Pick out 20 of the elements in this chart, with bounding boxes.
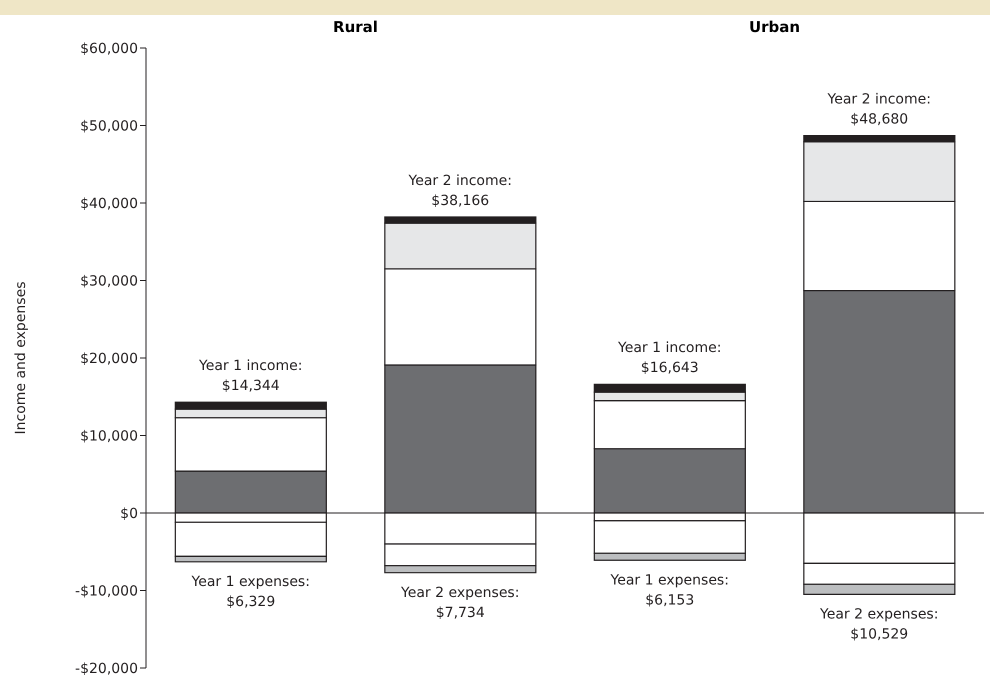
- y-tick-label: $50,000: [80, 118, 138, 134]
- annotation: Year 1 expenses: $6,153: [610, 572, 729, 609]
- annotation: Year 1 income: $16,643: [617, 340, 722, 376]
- y-tick-label: $10,000: [80, 428, 138, 444]
- annotation: Year 1 expenses: $6,329: [190, 574, 310, 610]
- annotation: Year 2 income: $48,680: [826, 92, 931, 128]
- y-tick-label: $40,000: [80, 196, 138, 212]
- y-tick-label: $20,000: [80, 350, 138, 367]
- y-tick-label: -$20,000: [75, 660, 138, 677]
- y-axis-title: Income and expenses: [12, 282, 29, 434]
- y-tick-label: $30,000: [80, 273, 138, 290]
- y-tick-label: -$10,000: [75, 583, 138, 600]
- y-tick-label: $60,000: [80, 40, 138, 57]
- text: Rural: [332, 18, 379, 36]
- annotation: Year 2 income: $38,166: [408, 173, 512, 210]
- annotation: Year 2 expenses: $10,529: [819, 606, 938, 643]
- annotation: Year 2 expenses: $7,734: [400, 584, 520, 621]
- text: Urban: [748, 18, 802, 36]
- annotation: Year 1 income: $14,344: [198, 358, 302, 394]
- y-tick-label: $0: [120, 506, 138, 522]
